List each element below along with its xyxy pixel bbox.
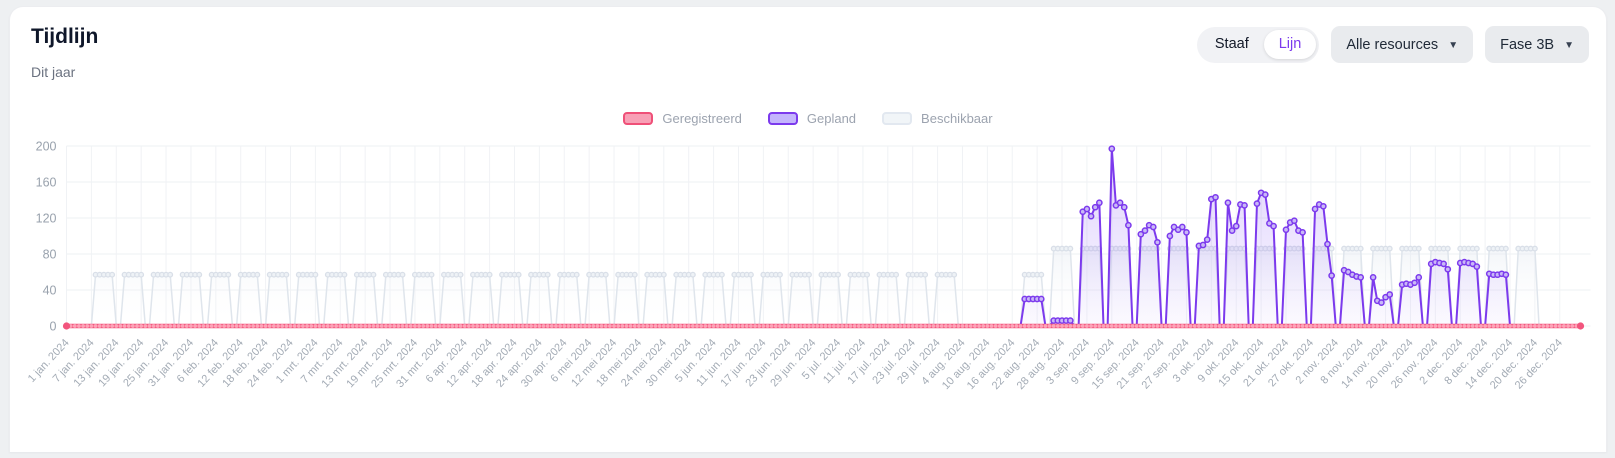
chart-controls: Staaf Lijn Alle resources ▼ Fase 3B ▼ <box>1196 26 1589 63</box>
staaf-button[interactable]: Staaf <box>1214 35 1249 52</box>
period-subtitle: Dit jaar <box>31 64 76 80</box>
chevron-down-icon: ▼ <box>1564 40 1574 51</box>
lijn-button[interactable]: Lijn <box>1263 29 1317 60</box>
view-toggle: Staaf Lijn <box>1196 26 1320 63</box>
svg-text:160: 160 <box>36 176 57 190</box>
svg-text:80: 80 <box>43 248 57 262</box>
svg-text:40: 40 <box>43 284 57 298</box>
chevron-down-icon: ▼ <box>1448 40 1459 51</box>
chart-legend: Geregistreerd Gepland Beschikbaar <box>10 111 1606 126</box>
y-axis: 0 40 80 120 160 200 <box>36 140 1591 334</box>
svg-text:0: 0 <box>50 320 57 334</box>
legend-item-gepland[interactable]: Gepland <box>767 111 857 126</box>
legend-label: Beschikbaar <box>921 111 993 126</box>
resources-dropdown-value: Alle resources <box>1346 36 1439 53</box>
legend-item-geregistreerd[interactable]: Geregistreerd <box>623 111 742 126</box>
legend-swatch-beschikbaar <box>882 112 913 125</box>
phase-dropdown[interactable]: Fase 3B ▼ <box>1485 26 1589 63</box>
legend-swatch-geregistreerd <box>623 112 654 125</box>
legend-label: Geregistreerd <box>662 111 742 126</box>
svg-text:120: 120 <box>36 212 57 226</box>
legend-label: Gepland <box>806 111 857 126</box>
legend-item-beschikbaar[interactable]: Beschikbaar <box>882 111 993 126</box>
legend-swatch-gepland <box>767 112 798 125</box>
svg-text:200: 200 <box>36 140 57 154</box>
series-geregistreerd <box>62 322 1585 330</box>
page-title: Tijdlijn <box>31 25 99 48</box>
timeline-chart: 0 40 80 120 160 200 1 jan. 2024 7 jan. 2024 13 j… <box>10 135 1608 453</box>
timeline-card: Tijdlijn Dit jaar Staaf Lijn Alle resour… <box>9 6 1607 452</box>
phase-dropdown-value: Fase 3B <box>1500 36 1555 53</box>
resources-dropdown[interactable]: Alle resources ▼ <box>1331 26 1474 63</box>
